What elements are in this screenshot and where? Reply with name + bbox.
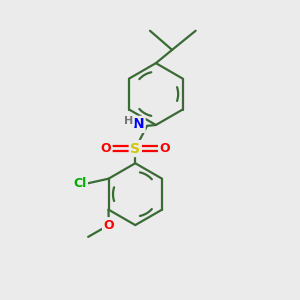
Text: S: S <box>130 142 140 155</box>
Text: H: H <box>124 116 134 126</box>
Text: O: O <box>100 142 111 155</box>
Text: N: N <box>132 117 144 131</box>
Text: Cl: Cl <box>73 177 86 190</box>
Text: O: O <box>103 219 114 232</box>
Text: O: O <box>159 142 170 155</box>
